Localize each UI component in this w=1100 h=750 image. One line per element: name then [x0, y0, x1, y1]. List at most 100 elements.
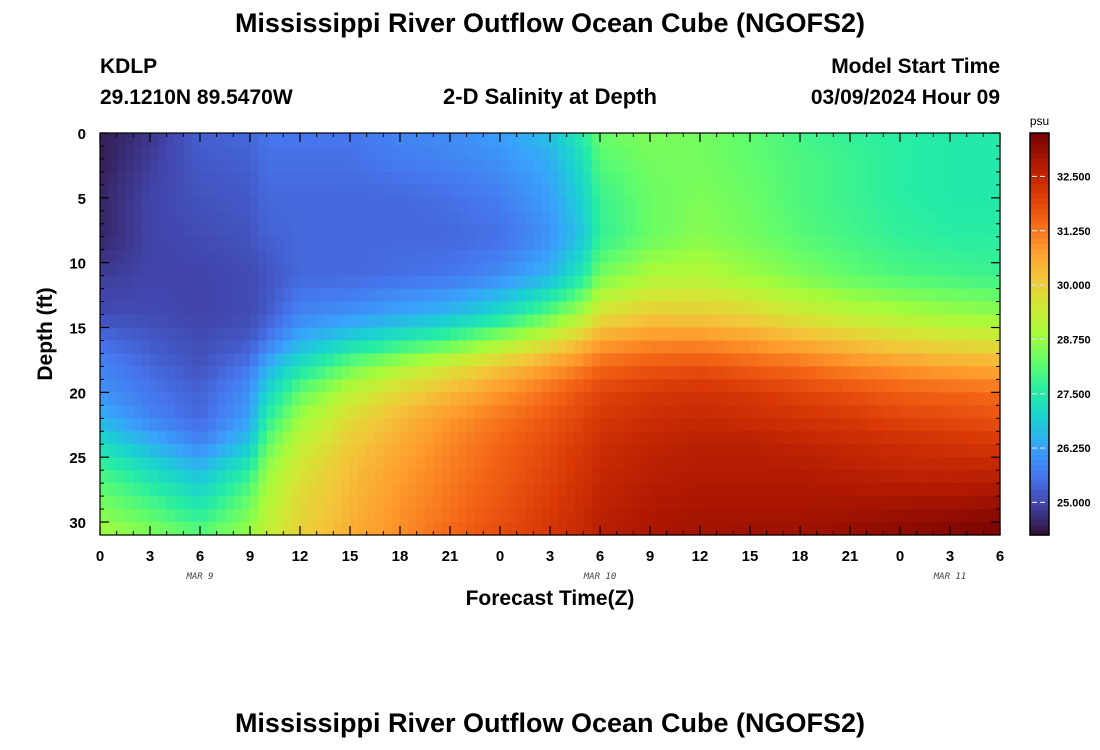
- heatmap-cell: [575, 431, 584, 445]
- heatmap-cell: [183, 171, 193, 186]
- heatmap-cell: [416, 301, 426, 316]
- heatmap-cell: [208, 444, 218, 458]
- heatmap-cell: [483, 158, 493, 173]
- heatmap-cell: [516, 366, 526, 380]
- heatmap-cell: [191, 509, 201, 523]
- heatmap-cell: [591, 197, 601, 212]
- heatmap-cell: [625, 210, 634, 225]
- heatmap-cell: [150, 353, 159, 368]
- heatmap-cell: [683, 509, 693, 523]
- heatmap-cell: [991, 301, 1001, 316]
- heatmap-cell: [666, 262, 676, 277]
- heatmap-cell: [216, 353, 226, 368]
- heatmap-cell: [316, 522, 326, 536]
- heatmap-cell: [391, 171, 401, 186]
- heatmap-cell: [575, 171, 584, 186]
- heatmap-cell: [783, 249, 793, 264]
- heatmap-cell: [983, 236, 993, 251]
- heatmap-cell: [575, 223, 584, 238]
- heatmap-cell: [150, 379, 159, 393]
- heatmap-cell: [308, 418, 318, 432]
- heatmap-cell: [875, 470, 884, 484]
- heatmap-cell: [758, 431, 768, 445]
- heatmap-cell: [700, 171, 709, 186]
- heatmap-cell: [241, 236, 251, 251]
- heatmap-cell: [308, 327, 318, 342]
- heatmap-cell: [750, 379, 759, 393]
- heatmap-cell: [675, 197, 684, 212]
- heatmap-cell: [883, 145, 893, 160]
- heatmap-cell: [716, 301, 726, 316]
- heatmap-cell: [858, 197, 868, 212]
- heatmap-cell: [516, 210, 526, 225]
- heatmap-cell: [925, 249, 934, 264]
- heatmap-cell: [466, 158, 476, 173]
- heatmap-cell: [116, 509, 126, 523]
- heatmap-cell: [875, 275, 884, 290]
- heatmap-cell: [300, 522, 309, 536]
- heatmap-cell: [608, 327, 618, 342]
- heatmap-cell: [791, 158, 801, 173]
- heatmap-cell: [991, 392, 1001, 406]
- heatmap-cell: [808, 509, 818, 523]
- heatmap-cell: [291, 522, 301, 536]
- heatmap-cell: [191, 158, 201, 173]
- heatmap-cell: [716, 210, 726, 225]
- heatmap-cell: [533, 496, 543, 510]
- heatmap-cell: [191, 470, 201, 484]
- colorbar-segment: [1030, 233, 1049, 240]
- heatmap-cell: [233, 457, 243, 471]
- heatmap-cell: [941, 431, 951, 445]
- heatmap-cell: [600, 197, 609, 212]
- heatmap-cell: [166, 314, 176, 329]
- heatmap-cell: [908, 496, 918, 510]
- heatmap-cell: [908, 379, 918, 393]
- heatmap-cell: [866, 223, 876, 238]
- heatmap-cell: [675, 262, 684, 277]
- heatmap-cell: [841, 133, 851, 147]
- heatmap-cell: [941, 197, 951, 212]
- heatmap-cell: [350, 470, 359, 484]
- heatmap-cell: [400, 197, 409, 212]
- heatmap-cell: [458, 522, 468, 536]
- heatmap-cell: [966, 288, 976, 303]
- heatmap-cell: [641, 470, 651, 484]
- heatmap-cell: [500, 444, 509, 458]
- heatmap-cell: [366, 314, 376, 329]
- heatmap-cell: [425, 327, 434, 342]
- heatmap-cell: [825, 158, 834, 173]
- heatmap-cell: [783, 288, 793, 303]
- heatmap-cell: [441, 210, 451, 225]
- heatmap-cell: [125, 197, 134, 212]
- heatmap-cell: [491, 327, 501, 342]
- heatmap-cell: [650, 509, 659, 523]
- heatmap-cell: [508, 340, 518, 355]
- heatmap-cell: [900, 366, 909, 380]
- heatmap-cell: [483, 184, 493, 199]
- colorbar-segment: [1030, 364, 1049, 370]
- heatmap-cell: [733, 340, 743, 355]
- heatmap-cell: [900, 197, 909, 212]
- heatmap-cell: [800, 275, 809, 290]
- heatmap-cell: [916, 509, 926, 523]
- heatmap-cell: [458, 470, 468, 484]
- heatmap-cell: [825, 249, 834, 264]
- heatmap-cell: [200, 184, 209, 199]
- heatmap-cell: [250, 418, 259, 432]
- colorbar-segment: [1030, 519, 1049, 526]
- heatmap-cell: [600, 288, 609, 303]
- heatmap-cell: [691, 262, 701, 277]
- heatmap-cell: [191, 301, 201, 316]
- heatmap-cell: [633, 197, 643, 212]
- heatmap-cell: [300, 366, 309, 380]
- heatmap-cell: [416, 379, 426, 393]
- heatmap-cell: [325, 262, 334, 277]
- heatmap-cell: [908, 158, 918, 173]
- heatmap-cell: [150, 223, 159, 238]
- heatmap-cell: [766, 496, 776, 510]
- heatmap-cell: [100, 457, 109, 471]
- heatmap-cell: [750, 457, 759, 471]
- heatmap-cell: [683, 288, 693, 303]
- heatmap-cell: [125, 392, 134, 406]
- heatmap-cell: [866, 418, 876, 432]
